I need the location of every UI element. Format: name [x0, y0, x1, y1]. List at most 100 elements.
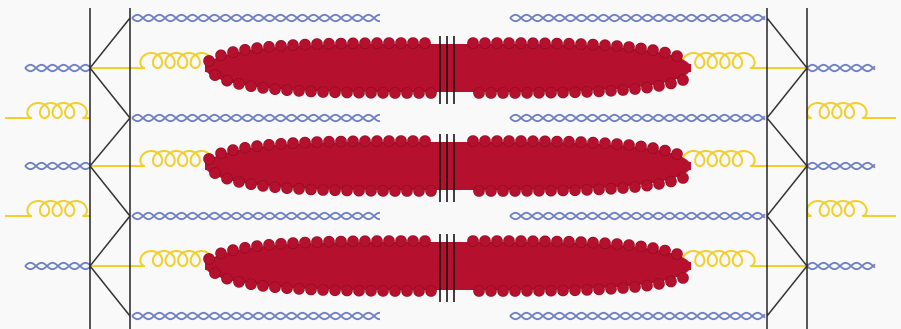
myosin-head: [270, 282, 281, 293]
myosin-head: [222, 173, 233, 184]
myosin-head: [570, 185, 581, 196]
myosin-head: [228, 245, 239, 256]
myosin-head: [372, 38, 383, 49]
myosin-head: [330, 285, 341, 296]
myosin-head: [480, 236, 491, 247]
myosin-head: [390, 186, 401, 197]
myosin-head: [276, 138, 287, 149]
myosin-head: [660, 145, 671, 156]
myosin-head: [498, 286, 509, 297]
myosin-head: [246, 179, 257, 190]
myosin-head: [294, 85, 305, 96]
myosin-head: [552, 236, 563, 247]
myosin-head: [516, 38, 527, 49]
myosin-head: [648, 45, 659, 56]
myosin-head: [228, 145, 239, 156]
myosin-head: [630, 84, 641, 95]
myosin-head: [240, 242, 251, 253]
myosin-head: [264, 41, 275, 52]
myosin-head: [630, 282, 641, 293]
myosin-head: [324, 136, 335, 147]
myosin-head: [408, 136, 419, 147]
myosin-head: [480, 136, 491, 147]
sarcomere-diagram: [0, 0, 901, 329]
myosin-head: [324, 38, 335, 49]
myosin-head: [258, 180, 269, 191]
myosin-head: [276, 40, 287, 51]
myosin-head: [318, 87, 329, 98]
myosin-head: [612, 239, 623, 250]
myosin-head: [492, 136, 503, 147]
myosin-head: [540, 136, 551, 147]
myosin-head: [348, 136, 359, 147]
myosin-head: [360, 136, 371, 147]
myosin-head: [552, 38, 563, 49]
myosin-head: [552, 136, 563, 147]
myosin-head: [384, 236, 395, 247]
myosin-head: [402, 88, 413, 99]
myosin-head: [498, 186, 509, 197]
myosin-head: [636, 241, 647, 252]
myosin-head: [420, 38, 431, 49]
myosin-head: [240, 142, 251, 153]
myosin-head: [366, 185, 377, 196]
myosin-head: [564, 236, 575, 247]
myosin-head: [510, 186, 521, 197]
myosin-head: [300, 137, 311, 148]
myosin-head: [204, 55, 215, 66]
myosin-head: [618, 183, 629, 194]
myosin-head: [480, 38, 491, 49]
myosin-head: [582, 284, 593, 295]
myosin-head: [504, 38, 515, 49]
myosin-head: [378, 185, 389, 196]
myosin-head: [414, 286, 425, 297]
myosin-head: [618, 85, 629, 96]
myosin-head: [522, 185, 533, 196]
myosin-head: [312, 39, 323, 50]
myosin-head: [534, 87, 545, 98]
myosin-head: [396, 38, 407, 49]
myosin-head: [522, 87, 533, 98]
myosin-head: [216, 148, 227, 159]
myosin-head: [216, 50, 227, 61]
myosin-head: [306, 284, 317, 295]
myosin-head: [414, 88, 425, 99]
myosin-head: [306, 184, 317, 195]
myosin-head: [504, 236, 515, 247]
page: (() => { const data = JSON.parse(documen…: [0, 0, 901, 329]
myosin-head: [378, 285, 389, 296]
myosin-head: [612, 41, 623, 52]
myosin-head: [474, 88, 485, 99]
myosin-head: [234, 78, 245, 89]
myosin-head: [570, 285, 581, 296]
myosin-head: [420, 236, 431, 247]
myosin-head: [504, 136, 515, 147]
myosin-head: [252, 241, 263, 252]
myosin-head: [234, 276, 245, 287]
myosin-head: [270, 182, 281, 193]
myosin-head: [576, 237, 587, 248]
myosin-head: [306, 86, 317, 97]
myosin-head: [648, 143, 659, 154]
myosin-head: [654, 80, 665, 91]
myosin-head: [210, 168, 221, 179]
myosin-head: [468, 38, 479, 49]
myosin-head: [390, 88, 401, 99]
myosin-head: [294, 283, 305, 294]
myosin-head: [660, 245, 671, 256]
myosin-head: [642, 280, 653, 291]
myosin-head: [408, 38, 419, 49]
myosin-head: [492, 38, 503, 49]
myosin-head: [636, 141, 647, 152]
myosin-head: [654, 178, 665, 189]
myosin-head: [606, 183, 617, 194]
myosin-head: [372, 136, 383, 147]
myosin-head: [354, 285, 365, 296]
myosin-head: [600, 40, 611, 51]
myosin-head: [276, 238, 287, 249]
myosin-head: [318, 185, 329, 196]
myosin-head: [564, 38, 575, 49]
myosin-head: [240, 44, 251, 55]
myosin-head: [678, 75, 689, 86]
myosin-head: [642, 180, 653, 191]
